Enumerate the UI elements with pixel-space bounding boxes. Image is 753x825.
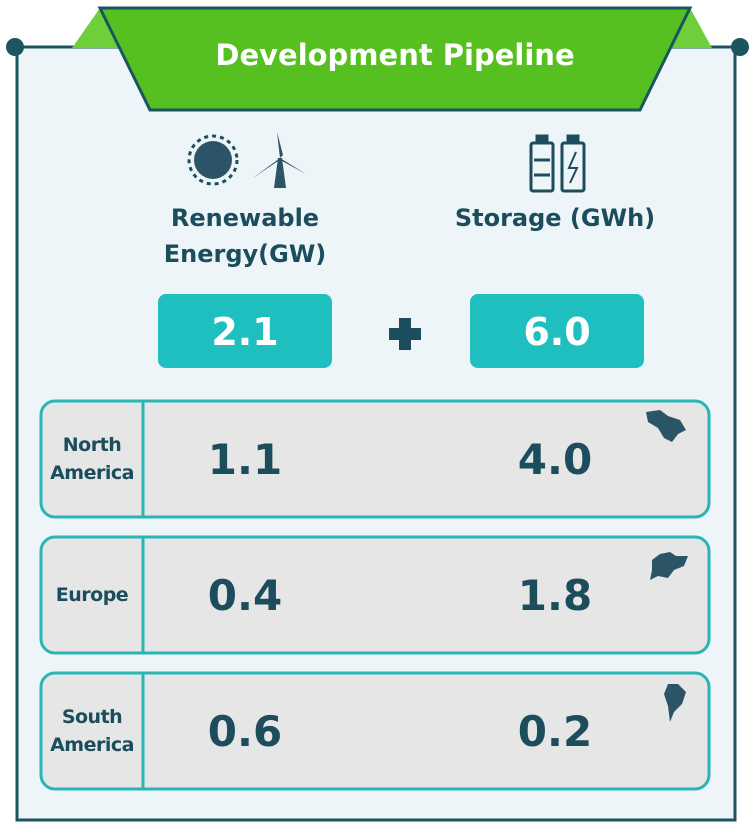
region-name: Europe [55,584,129,606]
dot [731,38,749,56]
banner [97,6,693,112]
column-label: Storage (GWh) [454,204,656,232]
region-row [39,399,711,519]
region-value: 1.8 [517,570,593,620]
region-name: North America [50,434,134,484]
region-value: 4.0 [517,434,593,484]
total-box [470,294,644,368]
turbine-icon [253,132,306,188]
dot [6,38,24,56]
plus-sign [389,318,421,350]
total-value: 2.1 [211,310,279,354]
region-value: 0.2 [517,706,593,756]
sun-icon [187,134,239,186]
total-value: 6.0 [523,310,591,354]
region-icon [664,684,686,722]
region-value: 1.1 [207,434,283,484]
region-icon [646,410,686,442]
region-icon [650,552,688,580]
battery-icon [529,134,586,193]
region-name: South America [50,706,134,756]
region-row [39,535,711,655]
column-label: Renewable Energy(GW) [163,204,327,268]
title: Development Pipeline [215,38,575,72]
region-value: 0.4 [207,570,283,620]
region-row [39,671,711,791]
total-box [158,294,332,368]
region-value: 0.6 [207,706,283,756]
